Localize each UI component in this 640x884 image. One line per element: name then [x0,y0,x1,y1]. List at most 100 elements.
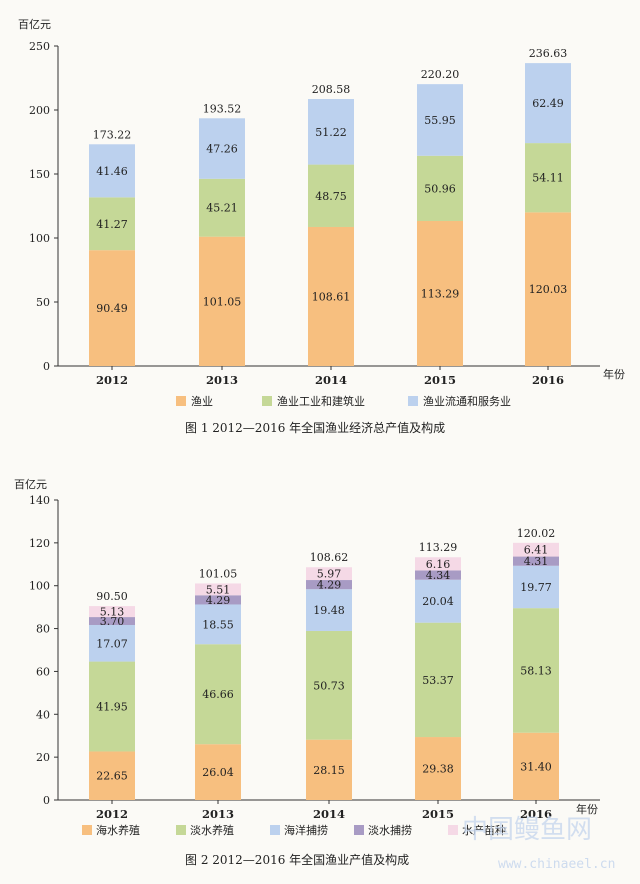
bar-1-2012-series-2 [89,144,135,198]
bar-1-2012-series-1 [89,197,135,251]
bar-value-label: 5.97 [317,568,342,581]
chart-2-y-tick-label: 80 [36,623,50,636]
bar-value-label: 20.04 [422,595,454,608]
bar-2-2013-series-0 [195,744,241,800]
chart-2-x-unit-label: 年份 [576,802,598,816]
chart-1-unit-label: 百亿元 [18,18,51,31]
bar-value-label: 6.41 [524,544,549,557]
bar-1-2016-series-0 [525,212,571,366]
chart-1: 百亿元 年份 0 50 100 150 200 250 90.49 41.27 41.46 173… [18,18,625,435]
bar-2-2015-series-1 [415,622,461,738]
chart-1-x-tick-label: 2013 [206,373,238,387]
bar-2-2016-series-3 [513,556,559,566]
bar-value-label: 108.61 [312,290,351,303]
chart-1-y-tick-label: 50 [36,296,50,309]
legend-2-label-1: 淡水养殖 [190,823,234,837]
bar-value-label: 55.95 [424,114,456,127]
chart-2-x-tick-label: 2016 [520,807,552,821]
chart-2-y-tick-label: 20 [36,751,50,764]
chart-2-caption: 图 2 2012—2016 年全国渔业产值及构成 [185,852,409,867]
chart-2-x-tick-label: 2013 [202,807,234,821]
bar-1-2016-series-2 [525,63,571,144]
bar-value-label: 62.49 [532,97,564,110]
legend-1-label-2: 渔业流通和服务业 [423,394,511,408]
chart-1-x-tick-label: 2015 [424,373,456,387]
bar-value-label: 17.07 [96,637,128,650]
chart-2-y-tick-label: 0 [43,794,50,807]
bar-2-2016-series-0 [513,732,559,800]
bar-1-2012-series-0 [89,250,135,366]
chart-1-x-tick-label: 2012 [96,373,128,387]
chart-1-caption: 图 1 2012—2016 年全国渔业经济总产值及构成 [185,420,445,435]
chart-2-y-tick-label: 60 [36,665,50,678]
watermark-url: www.chinaeel.cn [498,857,615,872]
chart-2-unit-label: 百亿元 [14,478,47,491]
bar-value-label: 41.95 [96,701,128,714]
chart-2-y-tick-label: 120 [29,537,50,550]
bar-1-2014-series-0 [308,226,354,366]
chart-1-y-tick-label: 250 [29,40,50,53]
bar-value-label: 113.29 [421,287,460,300]
legend-1-swatch-1 [262,396,272,406]
bar-value-label: 4.29 [206,594,231,607]
bar-value-label: 28.15 [313,764,345,777]
chart-2: 百亿元 年份 0 20 40 60 80 100 120 140 22.65 41.95 17.07… [14,478,600,867]
bar-2-2012-series-2 [89,624,135,662]
bar-1-2015-series-2 [417,84,463,156]
bar-1-2016-series-1 [525,143,571,213]
bar-value-label: 47.26 [206,143,238,156]
bar-1-2014-series-2 [308,99,354,165]
bar-2-2013-series-2 [195,604,241,645]
legend-2-label-4: 水产苗种 [462,823,506,837]
bar-total-label: 120.02 [517,527,556,540]
bar-1-2014-series-1 [308,164,354,227]
bar-value-label: 6.16 [426,558,451,571]
watermark-title: 中国鳗鱼网 [462,815,592,845]
legend-2-swatch-0 [82,825,92,835]
bar-value-label: 5.13 [100,606,125,619]
chart-2-y-tick-label: 40 [36,708,50,721]
bar-value-label: 31.40 [520,760,552,773]
bar-value-label: 53.37 [422,674,454,687]
chart-1-x-tick-label: 2016 [532,373,564,387]
bar-value-label: 5.51 [206,583,231,596]
bar-value-label: 101.05 [203,295,242,308]
bar-2-2015-series-4 [415,557,461,571]
bar-total-label: 236.63 [529,47,568,60]
bar-2-2013-series-1 [195,644,241,745]
chart-1-y-tick-label: 200 [29,104,50,117]
bar-value-label: 120.03 [529,283,568,296]
chart-2-x-tick-label: 2012 [96,807,128,821]
bar-value-label: 45.21 [206,202,238,215]
bar-total-label: 193.52 [203,102,242,115]
bar-2-2014-series-3 [306,580,352,590]
chart-1-x-unit-label: 年份 [603,367,625,381]
bar-2-2012-series-1 [89,661,135,752]
bar-value-label: 41.46 [96,165,128,178]
bar-2-2015-series-0 [415,737,461,800]
bar-2-2014-series-2 [306,589,352,631]
bar-value-label: 41.27 [96,218,128,231]
bar-value-label: 4.29 [317,579,342,592]
bar-2-2016-series-2 [513,565,559,609]
chart-2-y-tick-label: 140 [29,494,50,507]
legend-1-swatch-2 [408,396,418,406]
bar-total-label: 90.50 [96,590,128,603]
legend-1-label-1: 渔业工业和建筑业 [277,394,365,408]
bar-2-2015-series-2 [415,579,461,623]
bar-value-label: 4.34 [426,569,451,582]
bar-total-label: 113.29 [419,541,458,554]
bar-total-label: 173.22 [93,128,132,141]
legend-2-label-3: 淡水捕捞 [368,823,412,837]
bar-value-label: 4.31 [524,555,549,568]
bar-1-2013-series-1 [199,178,245,237]
legend-2-label-2: 海洋捕捞 [284,823,328,837]
bar-value-label: 18.55 [202,618,234,631]
bar-value-label: 3.70 [100,615,125,628]
bar-2-2012-series-3 [89,617,135,625]
bar-total-label: 101.05 [199,567,238,580]
legend-2-swatch-4 [448,825,458,835]
bar-2-2016-series-4 [513,542,559,557]
chart-2-x-tick-label: 2014 [313,807,345,821]
